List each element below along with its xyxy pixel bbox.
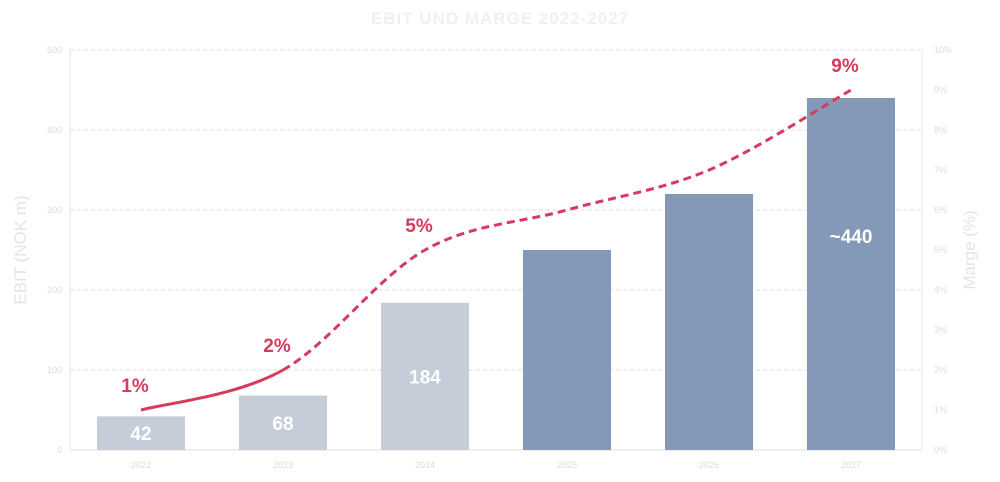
bar-2025 bbox=[523, 250, 611, 450]
y2-tick-label: 1% bbox=[934, 405, 947, 415]
y2-tick-label: 9% bbox=[934, 85, 947, 95]
margin-value-label: 9% bbox=[831, 56, 859, 77]
margin-value-label: 1% bbox=[121, 376, 149, 397]
bar-value-label: 184 bbox=[409, 367, 441, 388]
y2-tick-label: 2% bbox=[934, 365, 947, 375]
y-axis-label: EBIT (NOK m) bbox=[11, 195, 30, 304]
y-tick-label: 500 bbox=[47, 45, 62, 55]
y2-tick-label: 4% bbox=[934, 285, 947, 295]
y2-tick-label: 6% bbox=[934, 205, 947, 215]
bar-2023 bbox=[239, 395, 327, 450]
margin-line-actual bbox=[140, 368, 284, 412]
y2-tick-label: 8% bbox=[934, 125, 947, 135]
y-tick-label: 400 bbox=[47, 125, 62, 135]
bar-2026 bbox=[665, 194, 753, 450]
bar-2027 bbox=[807, 98, 895, 450]
margin-value-label: 2% bbox=[263, 336, 291, 357]
chart-title: EBIT UND MARGE 2022-2027 bbox=[371, 9, 629, 28]
x-tick-label: 2023 bbox=[273, 460, 293, 470]
y2-tick-label: 5% bbox=[934, 245, 947, 255]
y2-tick-label: 0% bbox=[934, 445, 947, 455]
bar-value-label: 68 bbox=[272, 414, 293, 435]
bar-2022 bbox=[97, 416, 185, 450]
y-tick-label: 100 bbox=[47, 365, 62, 375]
x-tick-label: 2026 bbox=[699, 460, 719, 470]
x-tick-label: 2024 bbox=[415, 460, 435, 470]
bar-value-label: 42 bbox=[130, 424, 151, 445]
bar-value-label: ~440 bbox=[830, 227, 873, 248]
y-tick-label: 0 bbox=[57, 445, 62, 455]
margin-value-label: 5% bbox=[405, 216, 433, 237]
y-tick-label: 200 bbox=[47, 285, 62, 295]
margin-line-forecast bbox=[282, 88, 852, 372]
x-tick-label: 2022 bbox=[131, 460, 151, 470]
y2-tick-label: 7% bbox=[934, 165, 947, 175]
bar-2024 bbox=[381, 302, 469, 450]
x-tick-label: 2025 bbox=[557, 460, 577, 470]
x-tick-label: 2027 bbox=[841, 460, 861, 470]
y-tick-label: 300 bbox=[47, 205, 62, 215]
y2-tick-label: 10% bbox=[934, 45, 952, 55]
y2-tick-label: 3% bbox=[934, 325, 947, 335]
y2-axis-label: Marge (%) bbox=[960, 210, 979, 289]
